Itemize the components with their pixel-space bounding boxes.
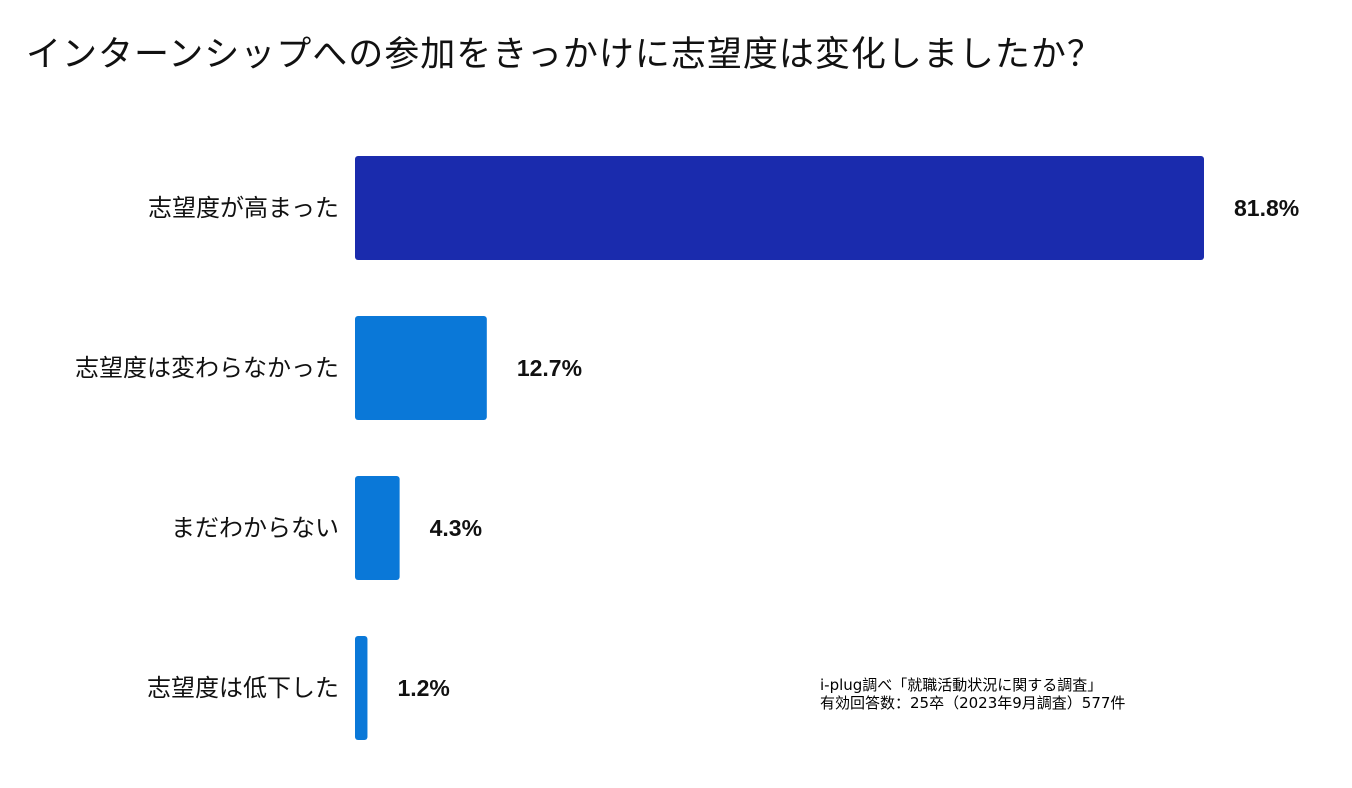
category-label-1: 志望度が高まった [148,194,339,222]
category-label-2: 志望度は変わらなかった [75,354,339,382]
bar-2 [355,316,487,420]
bar-3 [355,476,400,580]
bars-group: 志望度が高まった 81.8% 志望度は変わらなかった 12.7% まだわからない 4.3%… [75,156,1299,740]
source-note-line2: 有効回答数：25卒（2023年9月調査）577件 [820,694,1126,712]
value-label-3: 4.3% [430,515,482,541]
value-label-1: 81.8% [1234,195,1299,221]
chart-title: インターンシップへの参加をきっかけに志望度は変化しましたか？ [26,35,1103,75]
source-note-line1: i-plug調べ「就職活動状況に関する調査」 [820,676,1103,694]
category-label-3: まだわからない [171,514,339,542]
source-note: i-plug調べ「就職活動状況に関する調査」 有効回答数：25卒（2023年9月… [820,676,1125,712]
bar-4 [355,636,368,740]
bar-1 [355,156,1204,260]
value-label-2: 12.7% [517,355,582,381]
category-label-4: 志望度は低下した [147,674,339,702]
value-label-4: 1.2% [397,675,449,701]
